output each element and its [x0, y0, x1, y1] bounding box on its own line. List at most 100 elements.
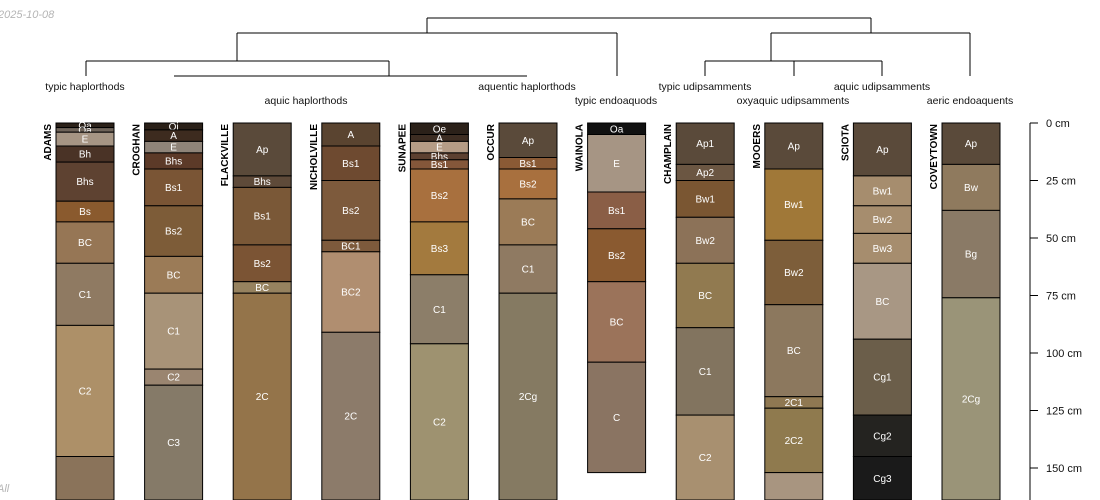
- horizon-label: 2C1: [785, 398, 804, 409]
- horizon-label: C1: [522, 265, 535, 276]
- date-stamp: 2025-10-08: [0, 9, 55, 21]
- horizon-sciota-5: [852, 262, 912, 340]
- horizon-label: 2C: [344, 412, 357, 423]
- horizon-sunapee-9: [409, 343, 469, 500]
- corner-note: All: [0, 483, 10, 495]
- horizon-label: 2C2: [785, 436, 804, 447]
- horizon-label: Ap1: [696, 139, 714, 150]
- horizon-label: C2: [433, 417, 446, 428]
- horizon-label: Oi: [169, 122, 179, 133]
- horizon-label: 2C: [256, 392, 269, 403]
- horizon-croghan-7: [144, 255, 204, 294]
- horizon-label: Bhs: [165, 156, 182, 167]
- horizon-label: Bhs: [431, 152, 448, 163]
- horizon-champlain-1: [675, 122, 735, 165]
- horizon-label: Bs3: [431, 244, 449, 255]
- horizon-label: Ap: [256, 145, 269, 156]
- horizon-label: C1: [167, 327, 180, 338]
- profile-flackville: FLACKVILLE Ap Bhs Bs1 Bs2 BC 2C: [220, 122, 292, 500]
- horizon-label: Bw3: [873, 244, 893, 255]
- horizon-label: Bs1: [519, 159, 537, 170]
- horizon-label: C2: [79, 386, 92, 397]
- horizon-mooers-2: [764, 168, 824, 241]
- horizon-label: C2: [167, 373, 180, 384]
- profile-name-sunapee: SUNAPEE: [397, 124, 408, 173]
- profile-name-croghan: CROGHAN: [132, 124, 143, 176]
- horizon-champlain-3: [675, 180, 735, 218]
- horizon-label: C: [613, 413, 620, 424]
- horizon-label: Bs2: [254, 259, 272, 270]
- horizon-adams-9: [55, 324, 115, 457]
- horizon-sciota-6: [852, 338, 912, 416]
- axis-tick-label: 100 cm: [1046, 348, 1082, 360]
- profile-name-mooers: MOOERS: [752, 124, 763, 169]
- profile-name-adams: ADAMS: [43, 124, 54, 161]
- horizon-label: Bs: [79, 207, 91, 218]
- horizon-label: E: [170, 143, 177, 154]
- horizon-label: Oa: [78, 121, 92, 132]
- horizon-label: C3: [167, 438, 180, 449]
- horizon-label: Bw2: [695, 236, 715, 247]
- horizon-nicholville-6: [321, 331, 381, 500]
- horizon-sciota-8: [852, 456, 912, 500]
- horizon-occur-6: [498, 292, 558, 500]
- profile-coveytown: COVEYTOWN Ap Bw Bg 2Cg: [929, 122, 1001, 500]
- horizon-label: Bh: [79, 150, 91, 161]
- horizon-label: Bs1: [431, 160, 449, 171]
- horizon-champlain-7: [675, 414, 735, 500]
- axis-tick-label: 125 cm: [1046, 406, 1082, 418]
- profile-mooers: MOOERS Ap Bw1 Bw2 BC 2C1 2C2: [752, 122, 824, 500]
- horizon-wainola-4: [587, 228, 647, 283]
- horizon-label: A: [347, 130, 354, 141]
- horizon-label: Bw1: [695, 194, 715, 205]
- horizon-sciota-1: [852, 122, 912, 177]
- horizon-label: E: [613, 159, 620, 170]
- horizon-label: BC: [698, 291, 712, 302]
- horizon-label: Bs1: [165, 183, 183, 194]
- horizon-mooers-1: [764, 122, 824, 170]
- horizon-label: Cg1: [873, 373, 892, 384]
- group-label-aquic-haplorthods: aquic haplorthods: [265, 95, 348, 107]
- group-label-typic-haplorthods: typic haplorthods: [45, 81, 124, 93]
- profile-sciota: SCIOTA Ap Bw1 Bw2 Bw3 BC Cg1 Cg2 Cg3: [840, 122, 912, 500]
- horizon-sciota-7: [852, 414, 912, 458]
- horizon-label: Cg2: [873, 431, 892, 442]
- horizon-label: Ap: [522, 136, 535, 147]
- horizon-label: Bs1: [254, 212, 272, 223]
- horizon-croghan-10: [144, 384, 204, 500]
- profile-occur: OCCUR Ap Bs1 Bs2 BC C1 2Cg: [486, 122, 558, 500]
- horizon-flackville-4: [232, 244, 292, 283]
- horizon-label: Bg: [965, 250, 977, 261]
- horizon-label: Bs2: [342, 206, 360, 217]
- group-label-typic-endoaquods: typic endoaquods: [575, 95, 657, 107]
- axis-tick-label: 150 cm: [1046, 463, 1082, 475]
- horizon-flackville-3: [232, 186, 292, 246]
- horizon-label: C2: [699, 453, 712, 464]
- horizon-label: E: [82, 135, 89, 146]
- horizon-label: Cg3: [873, 474, 892, 485]
- axis-tick-label: 0 cm: [1046, 118, 1070, 130]
- horizon-label: BC: [521, 217, 535, 228]
- axis-tick-label: 75 cm: [1046, 291, 1076, 303]
- horizon-sciota-4: [852, 232, 912, 264]
- horizon-adams-10: [55, 456, 115, 500]
- horizon-wainola-2: [587, 134, 647, 193]
- horizon-sciota-2: [852, 175, 912, 207]
- horizon-label: BC: [787, 346, 801, 357]
- horizon-champlain-5: [675, 262, 735, 329]
- horizon-label: Bhs: [76, 177, 93, 188]
- horizon-label: Bw1: [784, 200, 804, 211]
- axis-tick-label: 50 cm: [1046, 233, 1076, 245]
- horizon-label: Oa: [78, 125, 92, 136]
- horizon-nicholville-5: [321, 251, 381, 333]
- group-label-typic-udipsamments: typic udipsamments: [659, 81, 752, 93]
- group-label-aeric-endoaquents: aeric endoaquents: [927, 95, 1013, 107]
- dendrogram: [85, 17, 971, 77]
- horizon-label: C1: [699, 367, 712, 378]
- horizon-label: Ap: [788, 142, 801, 153]
- group-labels: typic haplorthods aquic haplorthods aque…: [45, 81, 1013, 107]
- profile-champlain: CHAMPLAIN Ap1 Ap2 Bw1 Bw2 BC C1 C2: [663, 122, 735, 500]
